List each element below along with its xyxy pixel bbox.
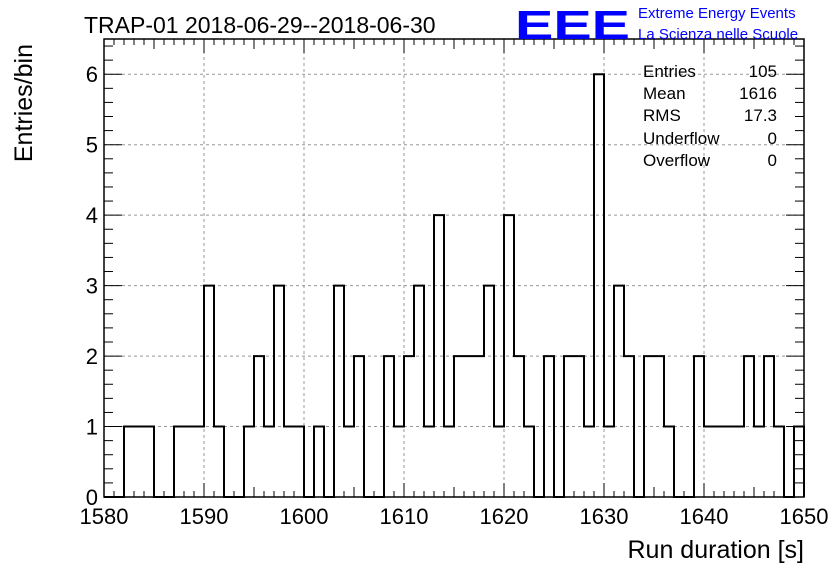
histogram-bin <box>774 427 784 497</box>
histogram-bin <box>484 286 494 497</box>
y-tick-label: 4 <box>86 203 98 228</box>
y-tick-labels: 0 1 2 3 4 5 6 <box>86 62 98 510</box>
histogram-bin <box>334 286 344 497</box>
histogram-bin <box>184 427 194 497</box>
x-tick-label: 1610 <box>380 504 429 529</box>
histogram-bin <box>714 427 724 497</box>
x-tick-label: 1620 <box>480 504 529 529</box>
stats-value-mean: 1616 <box>739 84 777 103</box>
stats-label-underflow: Underflow <box>643 129 720 148</box>
stats-value-entries: 105 <box>749 62 777 81</box>
histogram-bin <box>414 286 424 497</box>
plot-frame <box>103 38 805 498</box>
histogram-bin <box>614 286 624 497</box>
histogram-bin <box>284 427 294 497</box>
y-tick-label: 3 <box>86 274 98 299</box>
histogram-bin <box>244 427 254 497</box>
y-tick-label: 6 <box>86 62 98 87</box>
stats-label-overflow: Overflow <box>643 151 711 170</box>
histogram-bin <box>344 427 354 497</box>
x-tick-label: 1650 <box>780 504 829 529</box>
histogram-bin <box>604 427 614 497</box>
y-axis-label: Entries/bin <box>10 44 38 162</box>
histogram-bin <box>704 427 714 497</box>
stats-label-rms: RMS <box>643 106 681 125</box>
histogram-bin <box>444 427 454 497</box>
stats-value-underflow: 0 <box>768 129 777 148</box>
histogram-bin <box>134 427 144 497</box>
histogram-bin <box>174 427 184 497</box>
x-tick-label: 1580 <box>80 504 129 529</box>
histogram-bin <box>294 427 304 497</box>
histogram-bin <box>734 427 744 497</box>
histogram-bin <box>204 286 214 497</box>
x-tick-label: 1590 <box>180 504 229 529</box>
histogram-bin <box>424 427 434 497</box>
histogram-bin <box>524 427 534 497</box>
histogram-bin <box>494 427 504 497</box>
x-tick-label: 1630 <box>580 504 629 529</box>
histogram-bin <box>274 286 284 497</box>
y-tick-label: 1 <box>86 415 98 440</box>
x-axis-label: Run duration [s] <box>628 536 805 564</box>
histogram-bin <box>664 427 674 497</box>
stats-label-mean: Mean <box>643 84 686 103</box>
stats-value-overflow: 0 <box>768 151 777 170</box>
histogram-bin <box>394 427 404 497</box>
histogram-bin <box>264 427 274 497</box>
y-tick-label: 5 <box>86 133 98 158</box>
histogram-bin <box>214 427 224 497</box>
y-tick-label: 0 <box>86 485 98 510</box>
logo-line-2: La Scienza nelle Scuole <box>638 26 798 43</box>
x-tick-label: 1600 <box>280 504 329 529</box>
grid-lines <box>104 39 804 497</box>
histogram-bin <box>584 427 594 497</box>
histogram-bin <box>724 427 734 497</box>
logo-line-1: Extreme Energy Events <box>638 5 796 22</box>
stats-value-rms: 17.3 <box>744 106 777 125</box>
stats-box: Entries 105 Mean 1616 RMS 17.3 Underflow… <box>643 62 777 170</box>
histogram-bin <box>144 427 154 497</box>
y-tick-label: 2 <box>86 344 98 369</box>
plot-title: TRAP-01 2018-06-29--2018-06-30 <box>84 12 436 38</box>
histogram-bin <box>754 427 764 497</box>
eee-logo: EEE <box>515 2 630 48</box>
histogram-bin <box>124 427 134 497</box>
stats-label-entries: Entries <box>643 62 696 81</box>
histogram-bin <box>314 427 324 497</box>
x-tick-label: 1640 <box>680 504 729 529</box>
histogram-bin <box>194 427 204 497</box>
histogram-bin <box>794 427 804 497</box>
axis-ticks <box>103 39 805 498</box>
x-tick-labels: 1580 1590 1600 1610 1620 1630 1640 1650 <box>80 504 829 529</box>
